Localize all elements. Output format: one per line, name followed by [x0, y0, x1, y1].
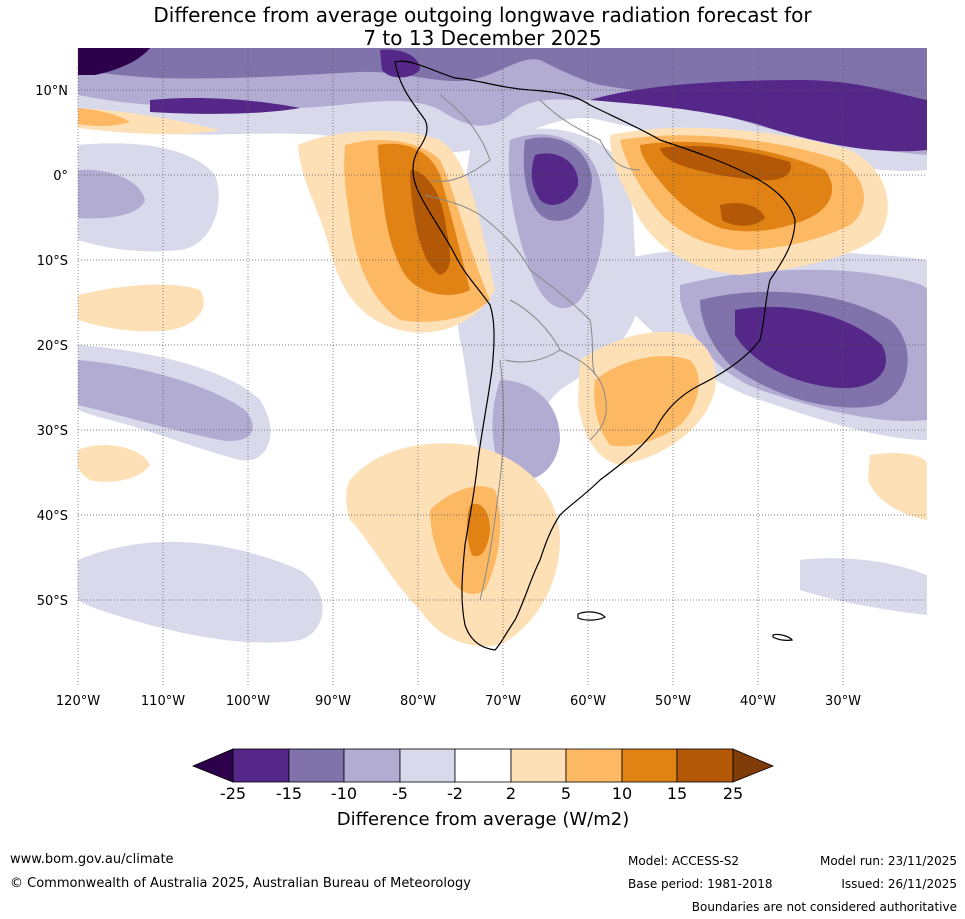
lon-label-120w: 120°W: [56, 694, 100, 709]
colorbar-tick-minus-2: -2: [447, 784, 463, 803]
colorbar-label: Difference from average (W/m2): [337, 809, 629, 830]
border-bolivia: [504, 299, 561, 363]
colorbar-bin-8: [621, 748, 678, 783]
south-america-coastline: [394, 60, 796, 651]
lon-label-110w: 110°W: [141, 694, 185, 709]
colorbar-tick-2: 2: [506, 784, 516, 803]
anomaly-north-band-deep: [590, 80, 927, 152]
border-paraguay: [559, 349, 607, 441]
lon-label-40w: 40°W: [740, 694, 776, 709]
lon-label-70w: 70°W: [485, 694, 521, 709]
lat-label-20s: 20°S: [37, 339, 68, 354]
anomaly-south-atlantic-light: [800, 558, 927, 615]
lon-label-80w: 80°W: [400, 694, 436, 709]
anomaly-argentina-purple: [492, 380, 560, 480]
south-georgia: [772, 633, 794, 641]
anomaly-pacific-light-1: [78, 284, 204, 332]
model-run-info: Model run: 23/11/2025: [819, 854, 957, 868]
colorbar-extend-high: [732, 748, 775, 783]
colorbar-tick-5: 5: [561, 784, 571, 803]
disclaimer-text: Boundaries are not considered authoritat…: [691, 900, 957, 914]
colorbar-extend-low: [191, 748, 234, 783]
anomaly-brazil-ne-deep-2: [720, 203, 765, 226]
anomaly-amazon-deep: [531, 153, 579, 205]
anomaly-northwest-deep: [78, 48, 150, 75]
lon-label-30w: 30°W: [825, 694, 861, 709]
graticule: [77, 48, 927, 686]
lat-label-40s: 40°S: [37, 509, 68, 524]
lat-label-50s: 50°S: [37, 594, 68, 609]
anomaly-atlantic-deep: [735, 306, 886, 389]
lat-label-30s: 30°S: [37, 424, 68, 439]
colorbar-bin-1: [232, 748, 290, 783]
border-brazil-west: [479, 214, 596, 376]
anomaly-uruguay-mid: [594, 356, 699, 447]
lon-label-100w: 100°W: [226, 694, 270, 709]
anomaly-south-pacific-mid: [78, 360, 253, 441]
anomaly-pacific-north-orange: [78, 108, 220, 135]
title-line-1: Difference from average outgoing longwav…: [153, 3, 812, 27]
colorbar-bin-5: [454, 748, 512, 783]
anomaly-north-strip-deep: [150, 97, 300, 114]
anomaly-venezuela-deep: [380, 49, 420, 78]
lat-label-10n: 10°N: [35, 84, 68, 99]
base-period-info: Base period: 1981-2018: [628, 877, 773, 891]
longitude-labels: 120°W 110°W 100°W 90°W 80°W 70°W 60°W 50…: [56, 694, 861, 709]
map-title: Difference from average outgoing longwav…: [0, 4, 965, 50]
colorbar-tick-10: 10: [612, 784, 632, 803]
anomaly-patagonia-dark: [466, 503, 490, 557]
border-ecuador-peru: [424, 194, 481, 216]
border-venezuela-guyana: [539, 99, 641, 171]
lon-label-90w: 90°W: [315, 694, 351, 709]
colorbar-tick-minus-5: -5: [392, 784, 408, 803]
model-info: Model: ACCESS-S2: [628, 854, 740, 868]
anomaly-pacific-north-orange-mid: [78, 108, 130, 126]
falkland-islands: [577, 611, 606, 621]
anomaly-north-band-dark: [78, 48, 927, 140]
colorbar-tick-minus-10: -10: [331, 784, 357, 803]
colorbar-tick-15: 15: [667, 784, 687, 803]
lat-label-0: 0°: [53, 169, 68, 184]
colorbar-tick-minus-25: -25: [220, 784, 246, 803]
anomaly-pacific-light-2: [78, 445, 150, 482]
anomaly-field: [78, 48, 927, 686]
colorbar-bin-7: [565, 748, 623, 783]
lon-label-50w: 50°W: [655, 694, 691, 709]
colorbar-bin-2: [288, 748, 345, 783]
issued-info: Issued: 26/11/2025: [841, 877, 957, 891]
border-colombia: [429, 94, 491, 182]
colorbar-tick-25: 25: [723, 784, 743, 803]
colorbar-tick-minus-15: -15: [276, 784, 302, 803]
colorbar-bin-6: [510, 748, 567, 783]
colorbar-bin-9: [676, 748, 734, 783]
latitude-labels: 10°N 0° 10°S 20°S 30°S 40°S 50°S: [35, 84, 68, 609]
anomaly-south-pacific-far-light: [78, 541, 323, 643]
colorbar-bin-3: [343, 748, 401, 783]
country-borders: [424, 94, 641, 601]
copyright-text: © Commonwealth of Australia 2025, Austra…: [10, 876, 471, 891]
anomaly-east-pacific-light: [78, 143, 219, 252]
website-link[interactable]: www.bom.gov.au/climate: [10, 852, 174, 867]
title-line-2: 7 to 13 December 2025: [363, 26, 602, 50]
anomaly-south-atlantic-orange: [868, 453, 927, 520]
lon-label-60w: 60°W: [570, 694, 606, 709]
lat-label-10s: 10°S: [37, 254, 68, 269]
colorbar: -25 -15 -10 -5 -2 2 5 10 15 25 Differenc…: [191, 748, 775, 830]
anomaly-east-pacific-mid: [78, 169, 145, 219]
colorbar-bin-4: [399, 748, 456, 783]
coastlines: [394, 60, 796, 651]
border-chile-argentina: [479, 359, 505, 601]
